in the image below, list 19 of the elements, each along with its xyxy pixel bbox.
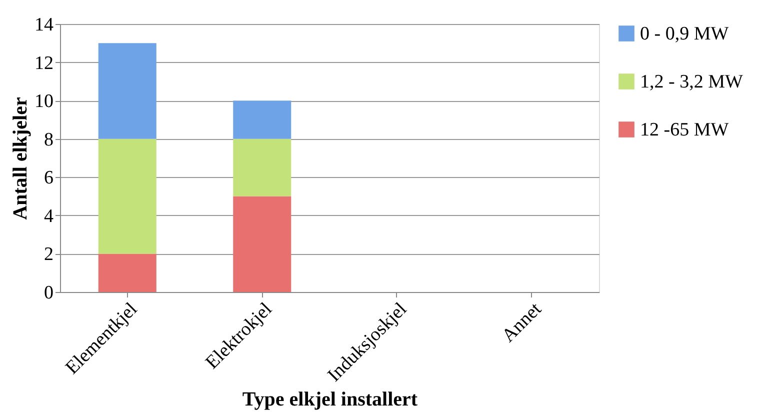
y-tick-label: 14 bbox=[34, 14, 54, 36]
x-axis-title: Type elkjel installert bbox=[242, 388, 418, 410]
bar bbox=[233, 138, 292, 196]
bar bbox=[98, 254, 156, 292]
y-tick-label: 6 bbox=[44, 168, 54, 189]
legend-label: 1,2 - 3,2 MW bbox=[640, 72, 743, 92]
y-tick-label: 12 bbox=[34, 52, 54, 74]
y-tick-label: 10 bbox=[34, 91, 54, 112]
y-tick-label: 8 bbox=[44, 129, 54, 150]
y-tick-label: 4 bbox=[44, 206, 54, 227]
bar bbox=[98, 138, 156, 254]
y-axis-title: Antall elkjeler bbox=[10, 97, 32, 220]
legend-label: 0 - 0,9 MW bbox=[640, 24, 729, 44]
legend-label: 12 -65 MW bbox=[640, 120, 729, 140]
y-tick-label: 0 bbox=[44, 282, 54, 304]
bar bbox=[233, 100, 292, 139]
bar bbox=[233, 196, 292, 292]
y-tick-label: 2 bbox=[44, 244, 54, 266]
bar bbox=[98, 43, 156, 139]
